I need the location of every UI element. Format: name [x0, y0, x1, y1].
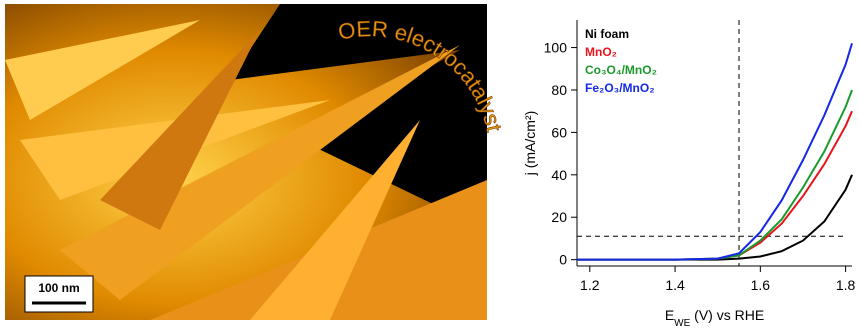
x-axis-label-part: E: [665, 307, 674, 323]
x-axis-label: EWE (V) vs RHE: [665, 307, 764, 329]
y-tick-label: 0: [559, 252, 567, 268]
legend-entry: Co₃O₄/MnO₂: [585, 63, 657, 77]
x-axis-label-part: (V) vs RHE: [690, 307, 764, 323]
sem-image: [5, 4, 487, 320]
y-tick-label: 40: [551, 167, 567, 183]
x-tick-label: 1.4: [665, 277, 685, 293]
page: OER electrocatalyst 100 nm 0204060801001…: [0, 0, 859, 329]
x-tick-label: 1.8: [836, 277, 856, 293]
y-tick-label: 80: [551, 82, 567, 98]
legend-entry: Fe₂O₃/MnO₂: [585, 81, 655, 95]
x-tick-label: 1.2: [580, 277, 600, 293]
scale-bar-label: 100 nm: [38, 281, 79, 295]
figure: OER electrocatalyst 100 nm 0204060801001…: [0, 0, 859, 329]
y-tick-label: 60: [551, 124, 567, 140]
series-line: [577, 111, 852, 259]
y-tick-label: 20: [551, 209, 567, 225]
y-axis-label: j (mA/cm²): [522, 111, 538, 177]
x-axis-label-part: WE: [674, 318, 690, 329]
series-line: [577, 175, 852, 260]
x-tick-label: 1.6: [751, 277, 771, 293]
legend-entry: MnO₂: [585, 45, 617, 59]
y-tick-label: 100: [544, 40, 568, 56]
legend-entry: Ni foam: [585, 27, 629, 41]
